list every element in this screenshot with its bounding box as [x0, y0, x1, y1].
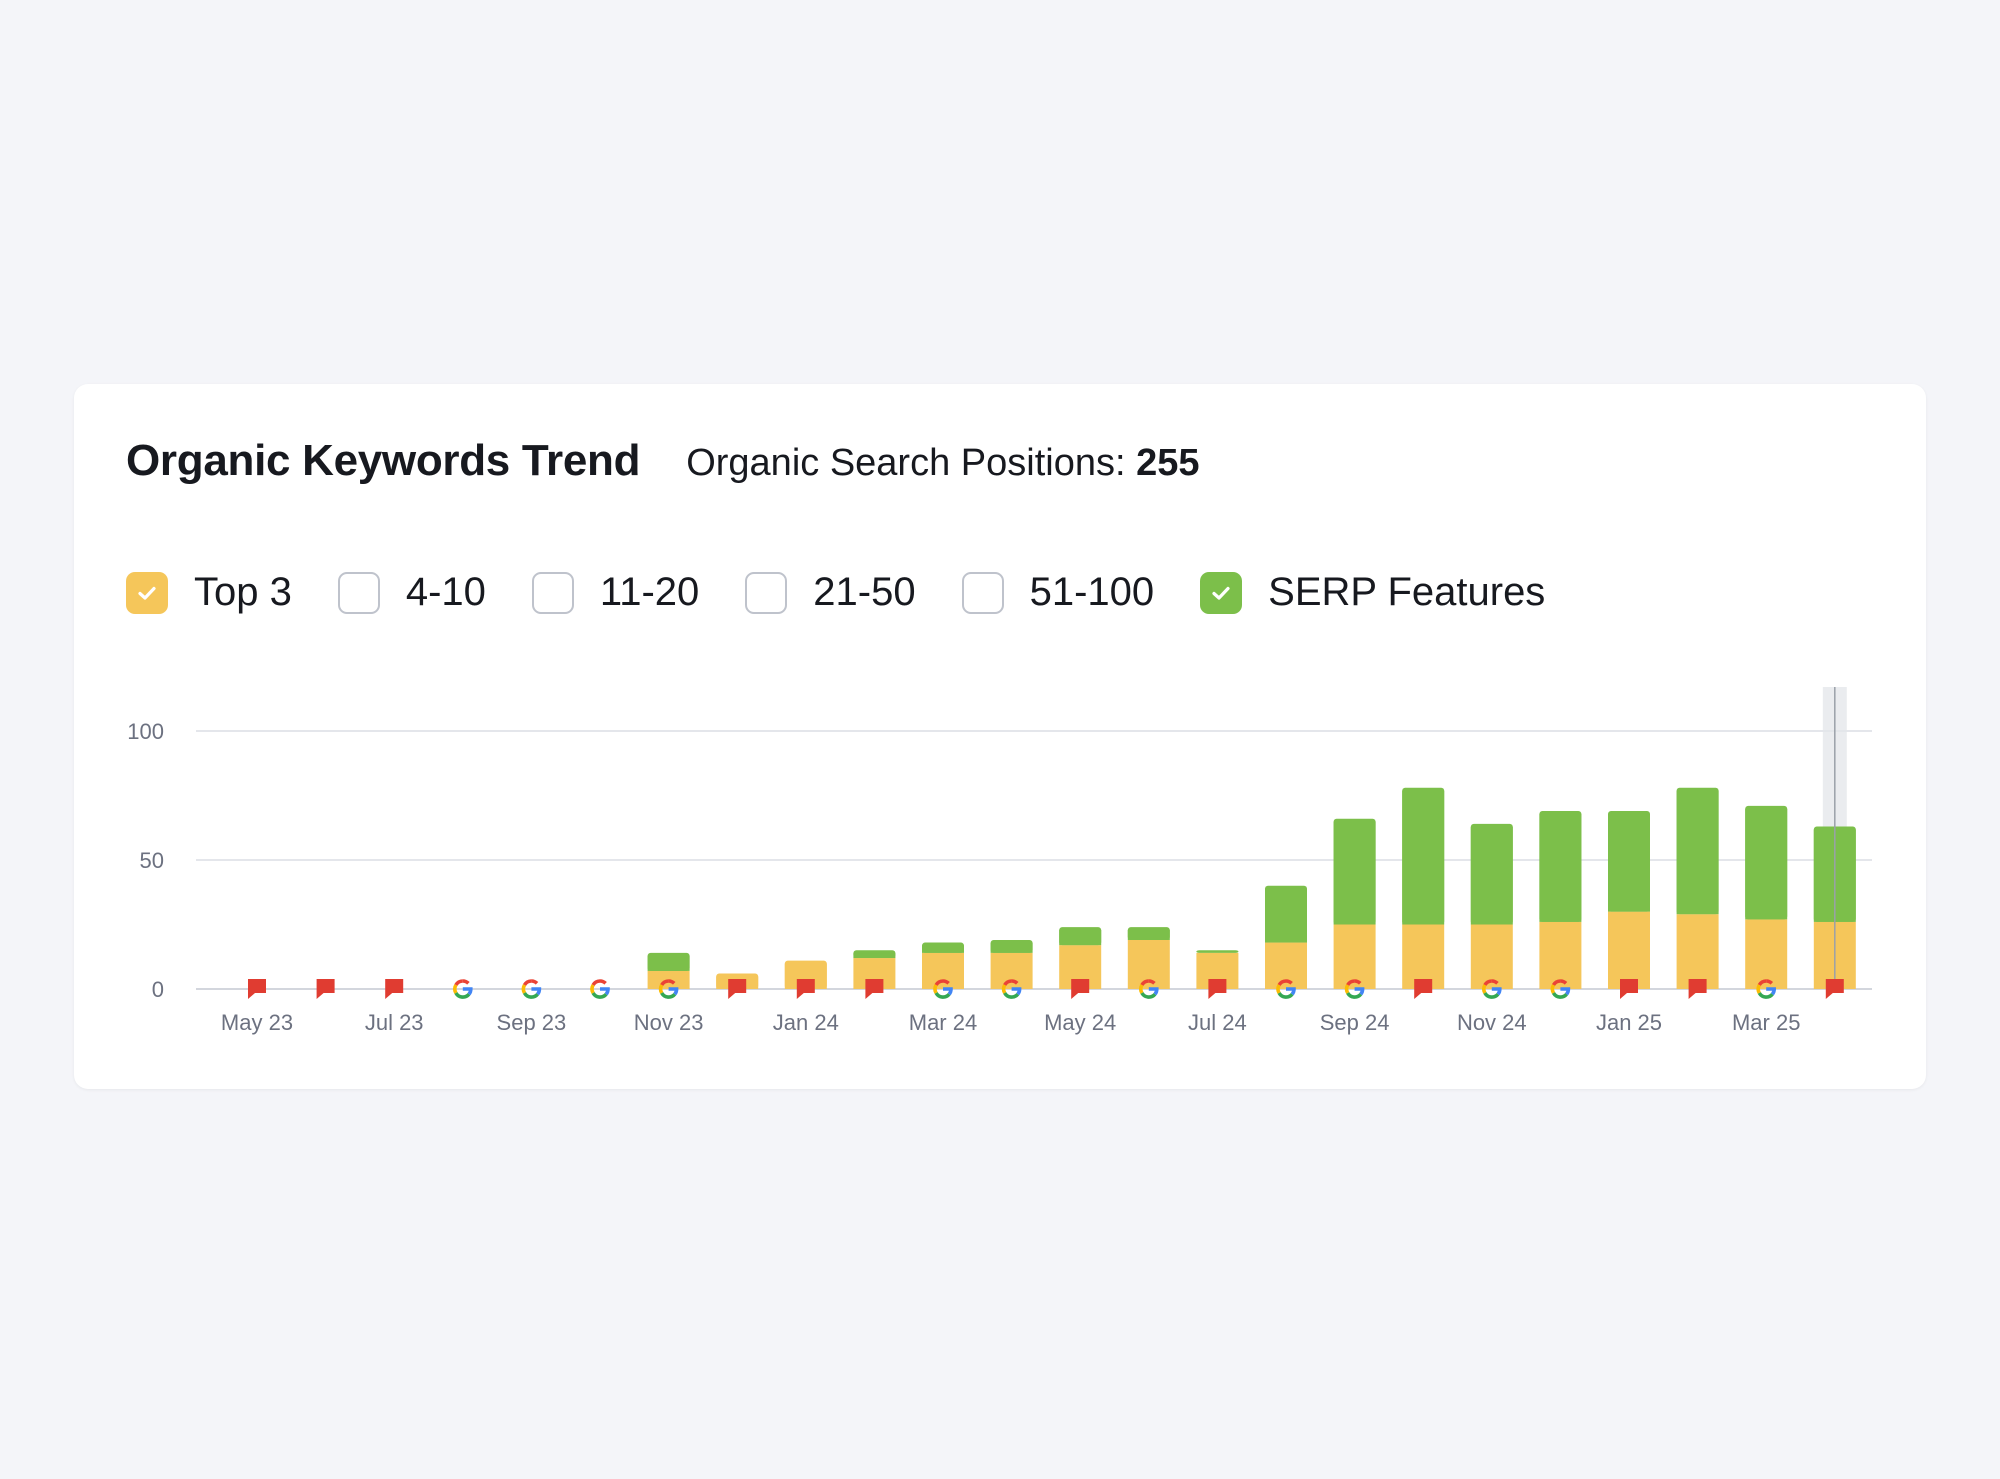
keywords-bar-chart: 0 50 100 May 23 Jul 23 Sep 23 Nov 23 Jan 24 Mar …: [127, 687, 1872, 1035]
x-tick-label: Mar 25: [1732, 1010, 1800, 1035]
filter-51-100-checkbox[interactable]: [961, 571, 1004, 614]
bar-serp-fill: [1333, 821, 1376, 925]
filter-serp-features-checkbox[interactable]: [1200, 571, 1243, 614]
google-icon: [658, 979, 679, 999]
flag-icon: [1825, 979, 1844, 999]
filter-serp-features[interactable]: SERP Features: [1200, 570, 1545, 615]
flag-icon: [1208, 979, 1227, 999]
bar-serp-fill: [1470, 826, 1513, 925]
google-icon: [933, 979, 953, 999]
positions-summary: Organic Search Positions: 255: [686, 442, 1199, 485]
bar-serp-fill: [1608, 813, 1650, 912]
bar-serp-fill: [1265, 888, 1307, 943]
flag-icon: [1620, 979, 1638, 999]
filter-11-20-label: 11-20: [599, 570, 700, 614]
x-tick-label: Jan 25: [1596, 1010, 1662, 1035]
bar-top3: [1127, 939, 1170, 989]
flag-icon: [248, 979, 266, 999]
flag-icon: [316, 979, 335, 999]
bar-serp-fill: [647, 955, 690, 971]
bar-serp-fill: [1059, 930, 1102, 946]
google-icon: [1001, 979, 1022, 999]
x-tick-label: Mar 24: [909, 1010, 977, 1035]
filter-21-50-checkbox[interactable]: [745, 571, 788, 614]
y-tick-label: 0: [152, 977, 164, 1002]
bar-top3: [1402, 924, 1445, 989]
bar-serp-fill: [922, 945, 964, 953]
organic-keywords-card: Organic Keywords Trend Organic Search Po…: [74, 384, 1926, 1089]
positions-value: 255: [1136, 442, 1200, 484]
bar-serp-fill: [990, 942, 1033, 953]
x-tick-label: Jul 24: [1188, 1010, 1247, 1035]
filter-4-10-checkbox[interactable]: [337, 571, 380, 614]
bar-serp-fill: [1745, 808, 1788, 920]
filter-51-100-label: 51-100: [1029, 570, 1155, 614]
google-icon: [1482, 979, 1502, 999]
x-tick-label: Nov 23: [634, 1010, 704, 1035]
bar-top3: [1676, 914, 1719, 989]
filter-top3[interactable]: Top 3: [126, 570, 292, 615]
x-tick-label: Jan 24: [773, 1010, 839, 1035]
bar-top3: [647, 970, 690, 989]
google-icon: [1139, 979, 1159, 999]
filter-11-20[interactable]: 11-20: [531, 570, 700, 615]
filter-4-10[interactable]: 4-10: [337, 570, 486, 615]
x-tick-label: Nov 24: [1457, 1010, 1527, 1035]
bar-top3: [922, 952, 964, 989]
google-icon: [1550, 979, 1571, 999]
bar-top3: [1608, 911, 1650, 989]
flag-icon: [1414, 979, 1433, 999]
filter-11-20-checkbox[interactable]: [531, 571, 574, 614]
flag-icon: [796, 979, 815, 999]
bar-serp-fill: [1539, 813, 1582, 922]
check-icon: [1212, 586, 1230, 600]
bar-serp-fill: [1127, 930, 1170, 940]
flag-icon: [385, 979, 404, 999]
google-icon: [1344, 979, 1365, 999]
card-title: Organic Keywords Trend: [126, 436, 641, 485]
filter-4-10-label: 4-10: [405, 570, 486, 614]
filter-51-100[interactable]: 51-100: [961, 570, 1155, 615]
bar-serp-fill: [1402, 790, 1445, 925]
flag-icon: [1688, 979, 1707, 999]
bar-top3: [1333, 924, 1376, 989]
bar-top3: [1470, 924, 1513, 989]
flag-icon: [1071, 979, 1090, 999]
filter-21-50[interactable]: 21-50: [745, 570, 916, 615]
google-icon: [453, 979, 473, 999]
bar-top3: [990, 952, 1033, 989]
x-tick-label: Sep 23: [497, 1010, 567, 1035]
y-tick-label: 50: [140, 848, 164, 873]
positions-label: Organic Search Positions:: [686, 442, 1126, 484]
google-icon: [521, 979, 542, 999]
filter-serp-features-label: SERP Features: [1268, 570, 1546, 614]
filter-top3-checkbox[interactable]: [126, 571, 168, 614]
bar-top3: [1745, 919, 1788, 989]
filter-row: Top 3 4-10 11-20 21-50 51-100: [126, 570, 1591, 615]
bar-top3: [1539, 921, 1582, 989]
check-icon: [138, 586, 156, 600]
flag-icon: [728, 979, 747, 999]
google-icon: [590, 979, 610, 999]
x-tick-label: Jul 23: [365, 1010, 424, 1035]
x-tick-label: Sep 24: [1320, 1010, 1390, 1035]
x-tick-label: May 24: [1044, 1010, 1116, 1035]
bar-serp-fill: [1676, 790, 1719, 915]
x-tick-label: May 23: [221, 1010, 293, 1035]
card-header: Organic Keywords Trend Organic Search Po…: [126, 436, 1200, 486]
y-tick-label: 100: [127, 719, 164, 744]
bar-serp: [1196, 950, 1239, 953]
bar-serp-fill: [853, 953, 896, 959]
google-icon: [1276, 979, 1296, 999]
google-icon: [1756, 979, 1776, 999]
filter-21-50-label: 21-50: [813, 570, 916, 614]
filter-top3-label: Top 3: [194, 570, 292, 614]
flag-icon: [865, 979, 884, 999]
